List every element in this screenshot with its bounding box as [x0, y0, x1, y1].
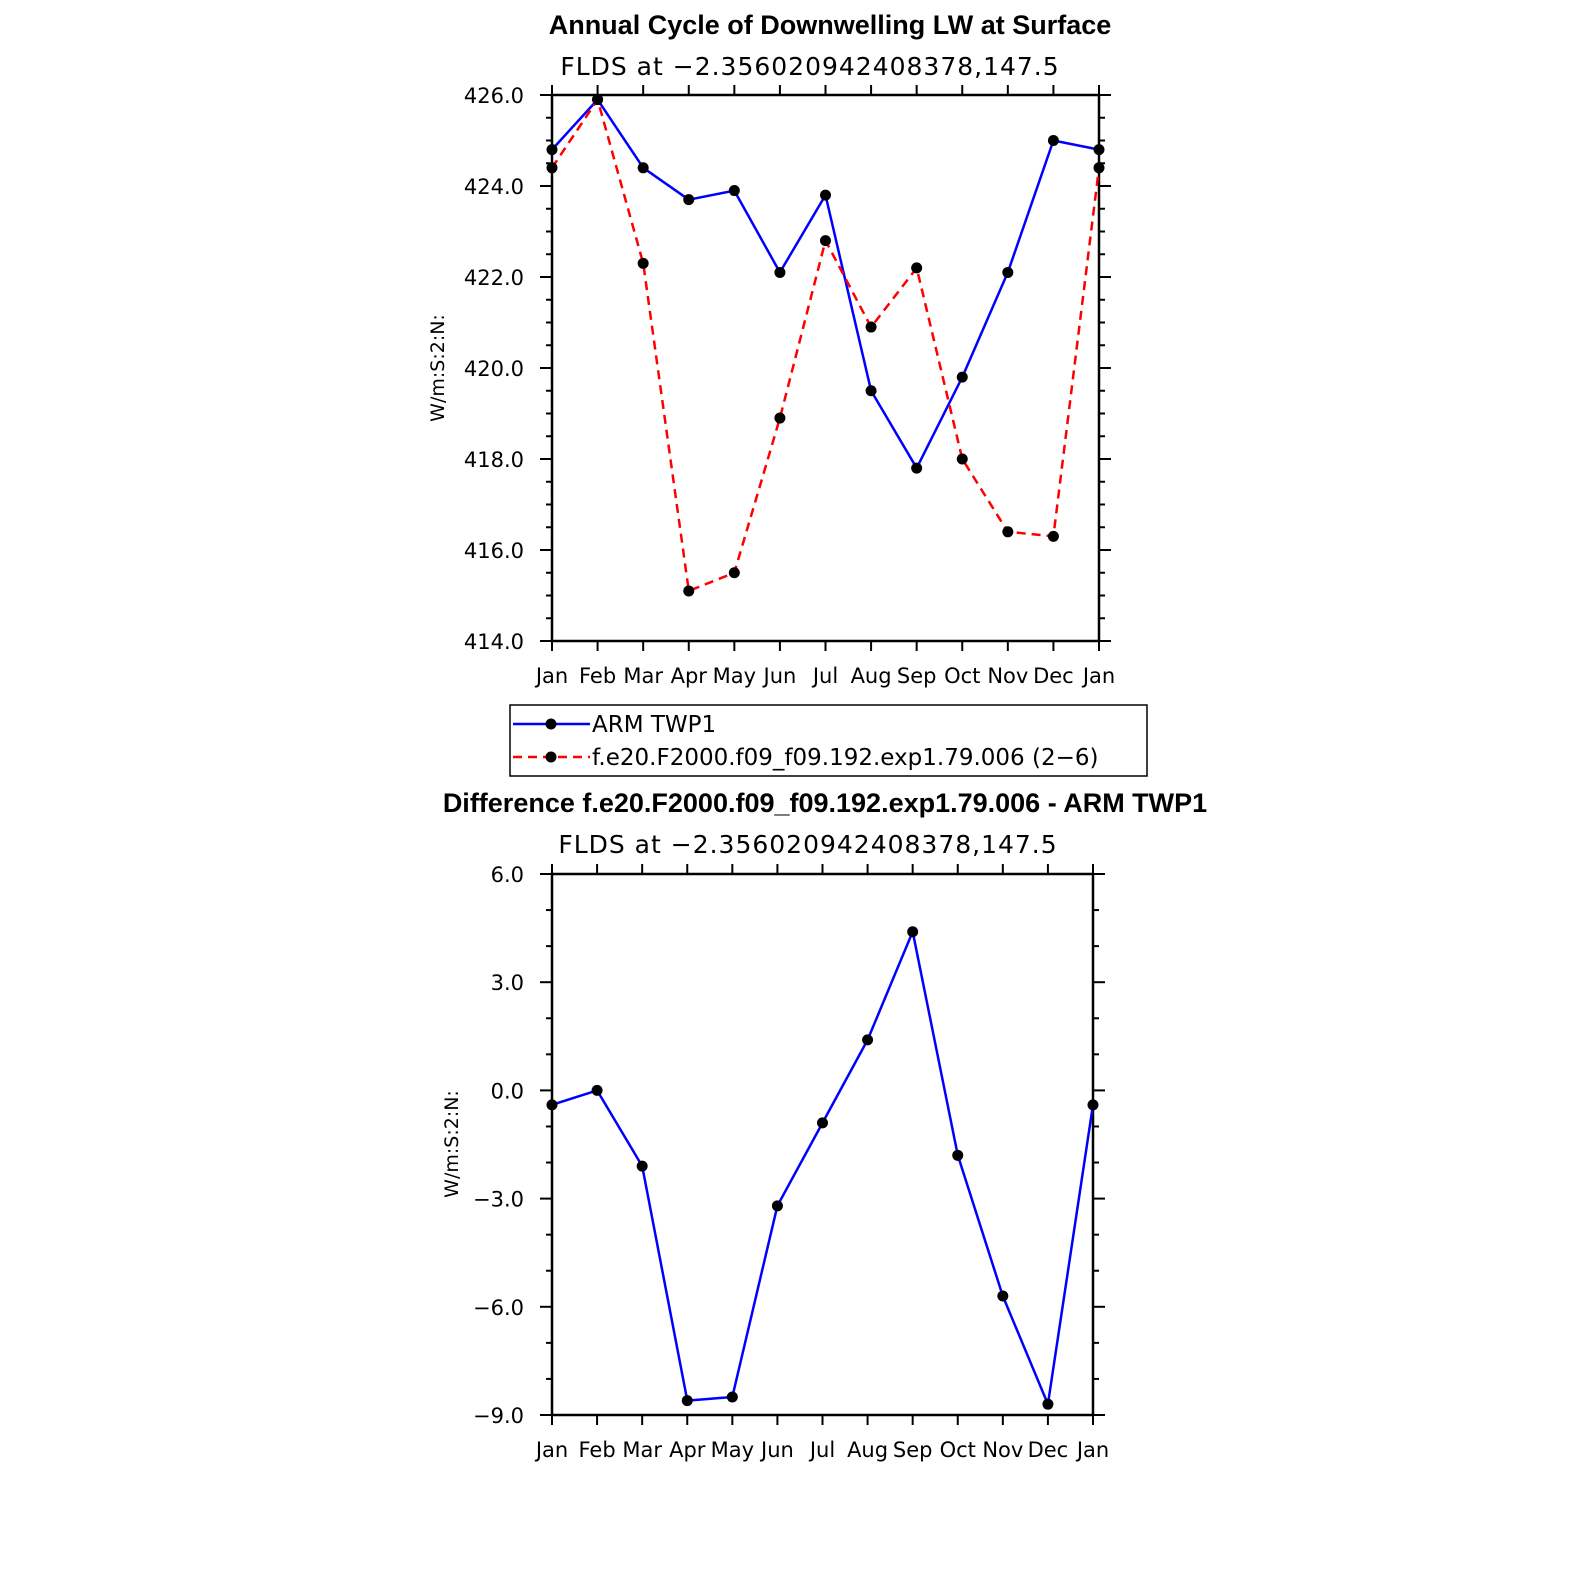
bottom-x-tick-label: May [711, 1438, 754, 1462]
bottom-y-tick-label: 3.0 [491, 971, 524, 995]
top-x-tick-label: Oct [944, 664, 980, 688]
legend-box [509, 704, 1148, 777]
top-series-1-point [637, 257, 649, 269]
top-x-tick-label: Jul [811, 664, 838, 688]
bottom-series-0-point [726, 1391, 738, 1403]
top-series-1-point [774, 412, 786, 424]
top-x-tick-label: Feb [579, 664, 616, 688]
top-series-1-point [1002, 526, 1014, 538]
top-y-tick-label: 418.0 [464, 448, 524, 472]
top-series-0-point [1047, 135, 1059, 146]
top-series-1-point [1093, 162, 1105, 174]
top-x-tick-label: May [713, 664, 756, 688]
bottom-x-tick-label: Dec [1028, 1438, 1069, 1462]
bottom-x-tick-label: Mar [622, 1438, 662, 1462]
top-series-1-line [550, 98, 1101, 593]
bottom-series-0-point [997, 1290, 1009, 1302]
top-series-0-point [956, 371, 968, 383]
bottom-series-0-point [591, 1084, 603, 1096]
bottom-x-tick-label: Aug [847, 1438, 888, 1462]
top-plot-area: 414.0 416.0 418.0 420.0 422.0 424.0 426.0 Jan Fe… [464, 84, 1115, 688]
bottom-series-0-point [1042, 1398, 1054, 1410]
bottom-series-0-line [551, 930, 1095, 1406]
top-series-1-point [820, 235, 831, 247]
bottom-series-0-point [546, 1099, 558, 1111]
bottom-series-0-point [952, 1149, 964, 1161]
top-y-tick-label: 416.0 [464, 539, 524, 563]
legend-marker-arm [545, 718, 557, 730]
bottom-x-tick-label: Jun [759, 1438, 794, 1462]
top-series-0-point [820, 189, 831, 201]
bottom-x-tick-label: Jul [808, 1438, 835, 1462]
legend-label-model: f.e20.F2000.f09_f09.192.exp1.79.006 (2−6… [592, 745, 1098, 771]
top-series-1-point [683, 585, 695, 597]
bottom-series-0-point [1087, 1099, 1099, 1111]
top-series-0-point [1093, 144, 1105, 156]
bottom-series-0-point [907, 926, 919, 938]
top-series-0-point [911, 462, 923, 474]
bottom-series-0-point [636, 1160, 648, 1172]
top-series-0-point [683, 194, 695, 206]
top-x-tick-label: Aug [851, 664, 892, 688]
legend-marker-model [545, 751, 557, 763]
top-series-0-point [865, 385, 877, 397]
bottom-x-tick-label: Apr [669, 1438, 706, 1462]
top-series-1-point [911, 262, 923, 274]
top-y-tick-label: 424.0 [464, 175, 524, 199]
top-x-tick-label: Mar [623, 664, 663, 688]
top-y-tick-label: 426.0 [464, 84, 524, 108]
top-chart-title: Annual Cycle of Downwelling LW at Surfac… [549, 10, 1112, 40]
top-x-tick-label: Apr [671, 664, 708, 688]
top-series-0-point [637, 162, 649, 174]
bottom-x-tick-label: Sep [893, 1438, 933, 1462]
bottom-y-tick-label: −3.0 [473, 1188, 524, 1212]
bottom-plot-area: −9.0 −6.0 −3.0 0.0 3.0 6.0 Jan Feb Mar Apr May Jun J… [473, 863, 1109, 1462]
bottom-x-tick-label: Oct [940, 1438, 976, 1462]
top-chart-subtitle: FLDS at −2.356020942408378,147.5 [560, 52, 1059, 81]
legend: ARM TWP1 f.e20.F2000.f09_f09.192.exp1.79… [509, 704, 1148, 777]
bottom-y-tick-label: 6.0 [491, 863, 524, 887]
bottom-plot-frame [550, 872, 1095, 1417]
top-series-0-point [546, 144, 558, 156]
top-series-0-point [728, 185, 740, 197]
top-x-tick-label: Jun [762, 664, 797, 688]
bottom-series-0-point [862, 1034, 874, 1046]
top-y-tick-label: 422.0 [464, 266, 524, 290]
top-x-tick-label: Jan [1081, 664, 1115, 688]
bottom-x-tick-label: Jan [534, 1438, 568, 1462]
top-x-tick-label: Dec [1033, 664, 1074, 688]
bottom-series-0-point [681, 1395, 693, 1407]
bottom-x-tick-label: Jan [1075, 1438, 1109, 1462]
top-series-0-line [551, 98, 1100, 470]
top-y-tick-label: 414.0 [464, 630, 524, 654]
top-plot-frame [550, 93, 1101, 643]
top-series-1-point [546, 162, 558, 174]
top-y-axis-label: W/m:S:2:N: [427, 314, 449, 422]
top-x-tick-label: Nov [987, 664, 1028, 688]
top-series-1-point [865, 321, 877, 333]
bottom-x-tick-label: Feb [578, 1438, 615, 1462]
top-series-0-point [774, 266, 786, 278]
bottom-chart-subtitle: FLDS at −2.356020942408378,147.5 [558, 830, 1057, 859]
bottom-series-0-point [817, 1117, 828, 1129]
top-series-1-point [592, 94, 604, 106]
bottom-y-axis-label: W/m:S:2:N: [441, 1090, 463, 1198]
top-series-1-point [728, 567, 740, 579]
top-series-0-point [1002, 266, 1014, 278]
top-x-tick-label: Sep [897, 664, 937, 688]
top-series-1-point [1047, 530, 1059, 542]
legend-label-arm: ARM TWP1 [592, 712, 716, 738]
bottom-chart-title: Difference f.e20.F2000.f09_f09.192.exp1.… [443, 788, 1207, 818]
top-y-tick-label: 420.0 [464, 357, 524, 381]
bottom-y-tick-label: 0.0 [491, 1079, 524, 1103]
bottom-y-tick-label: −6.0 [473, 1296, 524, 1320]
bottom-y-tick-label: −9.0 [473, 1404, 524, 1428]
bottom-series-0-point [771, 1200, 783, 1212]
top-x-tick-label: Jan [534, 664, 568, 688]
top-series-1-point [956, 453, 968, 465]
bottom-x-tick-label: Nov [982, 1438, 1023, 1462]
